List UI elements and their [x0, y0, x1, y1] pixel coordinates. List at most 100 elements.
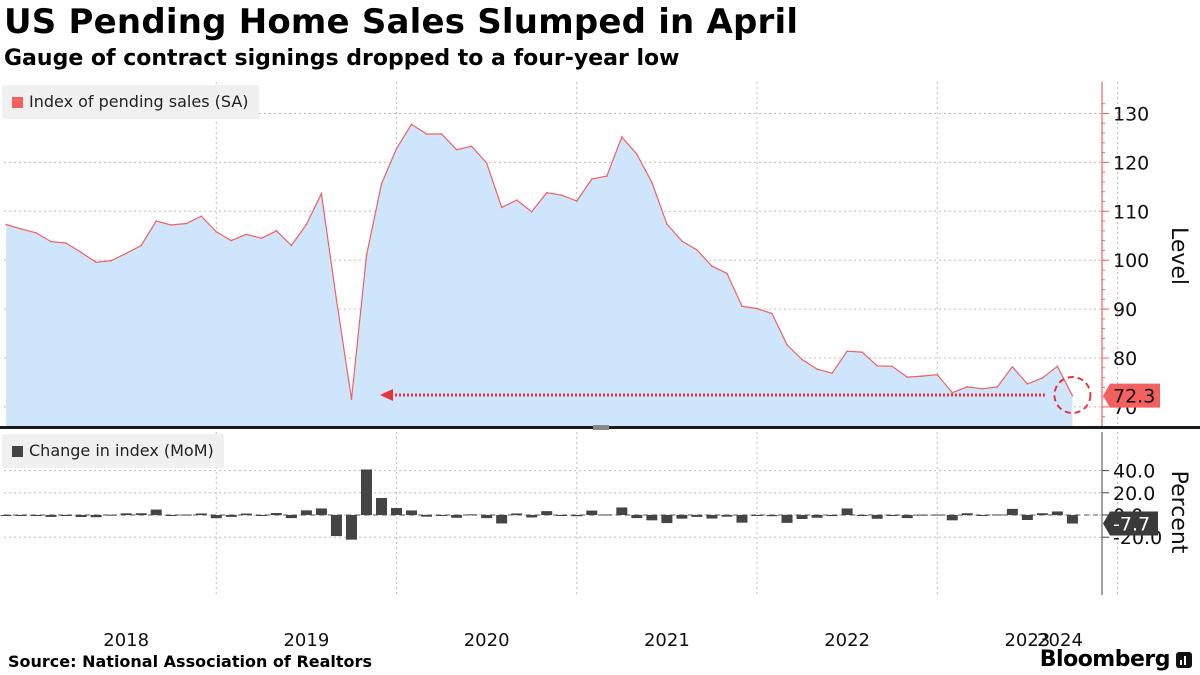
data-point-index — [155, 220, 157, 222]
bar-change — [180, 514, 192, 516]
data-point-index — [245, 233, 248, 236]
bar-change — [931, 514, 943, 516]
data-point-index — [50, 240, 52, 243]
bar-change — [841, 508, 853, 515]
data-point-index — [891, 365, 893, 368]
y-tick-label-top: 90 — [1113, 299, 1137, 321]
data-point-index — [410, 123, 413, 126]
data-point-index — [651, 181, 653, 184]
bar-change — [976, 515, 988, 516]
data-point-index — [215, 231, 218, 233]
chart-subtitle: Gauge of contract signings dropped to a … — [4, 46, 680, 71]
bar-change — [1006, 508, 1018, 515]
x-tick-label: 2022 — [824, 630, 870, 651]
bar-change — [300, 510, 312, 515]
data-point-index — [831, 372, 833, 374]
data-point-index — [140, 244, 142, 247]
bar-change — [706, 515, 718, 519]
bar-change — [691, 515, 703, 517]
data-point-index — [230, 239, 233, 242]
data-point-index — [666, 223, 668, 225]
bar-change — [466, 514, 478, 516]
bar-change — [421, 515, 433, 517]
bar-change — [961, 513, 973, 515]
bar-change — [195, 513, 207, 515]
bar-change — [60, 515, 72, 516]
data-point-index — [771, 312, 773, 315]
y-tick-label-top: 100 — [1113, 250, 1149, 272]
data-point-index — [170, 224, 173, 226]
chart-title: US Pending Home Sales Slumped in April — [4, 2, 799, 42]
data-point-index — [981, 388, 984, 390]
x-tick-label: 2021 — [644, 630, 690, 651]
data-point-index — [726, 272, 728, 275]
bar-change — [496, 515, 508, 524]
data-point-index — [5, 223, 7, 226]
legend-change: Change in index (MoM) — [2, 434, 224, 468]
data-point-index — [756, 307, 758, 310]
bar-change — [481, 515, 493, 519]
data-point-index — [1056, 365, 1059, 368]
bar-change — [781, 515, 793, 523]
data-point-index — [320, 192, 323, 195]
bar-change — [991, 514, 1003, 516]
bar-change — [150, 509, 162, 515]
bar-change — [75, 515, 87, 517]
bar-change — [886, 515, 898, 516]
data-point-index — [966, 386, 969, 388]
data-point-index — [80, 251, 82, 254]
bar-change — [946, 515, 958, 521]
x-tick-label: 2018 — [103, 630, 149, 651]
bar-change — [1021, 515, 1033, 520]
data-point-index — [1041, 377, 1044, 379]
bar-change — [360, 469, 372, 515]
bar-change — [345, 515, 357, 540]
source-note: Source: National Association of Realtors — [8, 652, 372, 671]
bar-change — [15, 515, 27, 516]
data-point-index — [335, 298, 338, 301]
bar-change — [436, 515, 448, 516]
area-fill — [6, 124, 1073, 427]
bar-change — [646, 515, 658, 521]
bar-change — [376, 498, 387, 515]
data-point-index — [921, 375, 924, 377]
data-point-index — [906, 376, 908, 378]
data-point-index — [1011, 366, 1014, 368]
data-point-index — [275, 230, 278, 232]
bar-change — [315, 508, 327, 515]
data-point-index — [290, 244, 293, 247]
data-point-index — [110, 259, 112, 262]
data-point-index — [380, 183, 383, 185]
data-point-index — [786, 343, 788, 346]
bar-change — [240, 513, 252, 515]
data-point-index — [1071, 394, 1074, 397]
bar-change — [871, 515, 883, 519]
last-value-label-bottom: -7.7 — [1113, 514, 1150, 536]
bar-change — [135, 513, 147, 515]
data-point-index — [395, 147, 398, 150]
bar-change — [721, 515, 733, 517]
data-point-index — [816, 368, 818, 371]
bar-change — [811, 515, 823, 518]
data-point-index — [606, 175, 608, 177]
y-tick-label-top: 120 — [1113, 152, 1149, 174]
data-point-index — [350, 398, 353, 400]
annotation-circle — [1053, 376, 1092, 414]
bar-change — [451, 515, 463, 518]
bar-change — [661, 515, 673, 524]
data-point-index — [696, 249, 698, 251]
data-point-index — [425, 133, 428, 135]
x-tick-label: 2023 — [1004, 630, 1050, 651]
data-point-index — [365, 254, 368, 257]
x-tick-label: 2020 — [464, 630, 510, 651]
data-point-index — [590, 178, 593, 180]
bar-change — [601, 514, 613, 516]
y-tick-label-top: 130 — [1113, 104, 1149, 126]
series-line-index — [5, 123, 1073, 400]
y-tick-label-top: 110 — [1113, 201, 1149, 223]
data-point-index — [951, 391, 954, 394]
legend-label-change: Change in index (MoM) — [29, 441, 214, 460]
bar-change — [270, 513, 282, 515]
data-point-index — [681, 240, 683, 242]
